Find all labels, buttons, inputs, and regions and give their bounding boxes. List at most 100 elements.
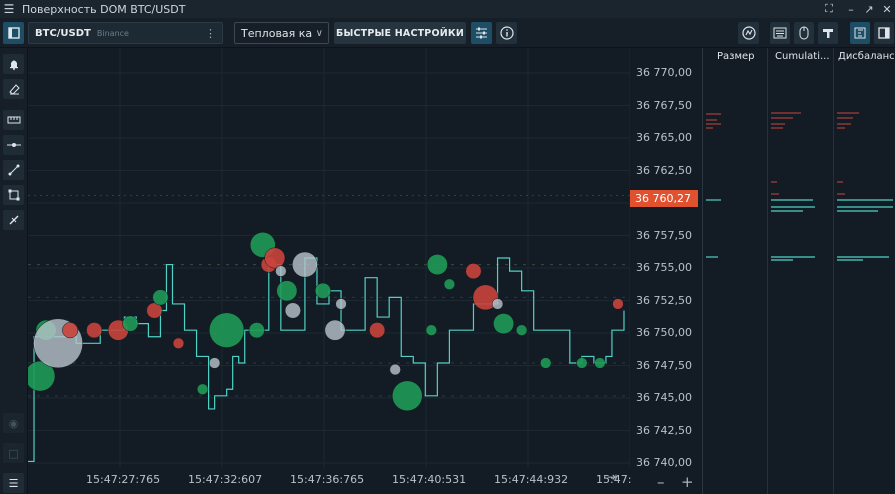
column-header-imbalance[interactable]: Дисбаланс bbox=[838, 51, 895, 62]
list-icon[interactable]: ☰ bbox=[3, 473, 24, 493]
price-tick-label: 36 767,50 bbox=[636, 98, 692, 112]
price-tick-label: 36 745,00 bbox=[636, 391, 692, 404]
trade-bubble bbox=[576, 357, 588, 369]
popout-icon[interactable]: ↗ bbox=[864, 2, 874, 16]
trade-bubble bbox=[62, 322, 79, 339]
price-axis[interactable]: 36 770,00 36 767,50 36 765,00 36 762,50 36 7… bbox=[630, 48, 700, 494]
hamburger-icon[interactable]: ☰ bbox=[3, 2, 15, 16]
trade-bubble bbox=[209, 312, 245, 348]
trade-bubble bbox=[540, 357, 552, 369]
trade-bubble bbox=[612, 298, 624, 310]
side-panel-icon[interactable] bbox=[874, 22, 894, 44]
window-title: Поверхность DOM BTC/USDT bbox=[22, 2, 186, 16]
trade-bubble bbox=[314, 282, 332, 299]
column-header-cumulative[interactable]: Cumulati... bbox=[775, 51, 830, 62]
time-tick-label: 15:47:36:765 bbox=[290, 473, 365, 486]
zoom-out-icon[interactable]: – bbox=[657, 473, 665, 491]
eye-icon[interactable]: ◉ bbox=[3, 413, 24, 433]
filter-settings-icon[interactable] bbox=[471, 22, 492, 44]
exchange-name: Binance bbox=[96, 28, 129, 38]
trade-bubble bbox=[248, 322, 265, 339]
close-icon[interactable]: ✕ bbox=[882, 2, 892, 16]
horizontal-line-icon[interactable] bbox=[3, 135, 24, 155]
trade-bubble bbox=[275, 265, 287, 277]
chart-canvas[interactable] bbox=[24, 48, 631, 468]
title-bar: ☰ Поверхность DOM BTC/USDT ⛶ – ↗ ✕ bbox=[0, 0, 895, 18]
trade-bubble bbox=[276, 280, 298, 302]
trade-bubble bbox=[152, 289, 169, 306]
symbol-name: BTC/USDT bbox=[35, 27, 91, 39]
alert-bell-icon[interactable] bbox=[3, 54, 24, 74]
drawing-tools-sidebar: ◉ □ ☰ bbox=[0, 48, 28, 494]
view-mode-label: Тепловая ка bbox=[241, 26, 313, 40]
time-tick-label: 15:47: bbox=[596, 473, 632, 486]
column-divider[interactable] bbox=[833, 48, 834, 494]
trend-line-icon[interactable] bbox=[3, 160, 24, 180]
price-tick-label: 36 742,50 bbox=[636, 423, 692, 437]
trade-bubble bbox=[443, 278, 456, 290]
minimize-icon[interactable]: – bbox=[848, 2, 854, 16]
trade-bubble bbox=[491, 298, 504, 310]
column-header-size[interactable]: Размер bbox=[717, 51, 755, 62]
price-tick-label: 36 770,00 bbox=[636, 66, 692, 79]
scroll-to-end-icon[interactable]: ⇥ bbox=[607, 470, 618, 484]
price-tick-label: 36 757,50 bbox=[636, 228, 692, 242]
time-tick-label: 15:47:27:765 bbox=[86, 473, 161, 486]
trade-bubble bbox=[172, 337, 185, 349]
expand-icon[interactable]: ⛶ bbox=[825, 2, 833, 15]
trade-bubble bbox=[392, 380, 423, 412]
current-price-tag: 36 760,27 bbox=[630, 190, 698, 207]
symbol-selector[interactable]: BTC/USDT Binance ⋮ bbox=[28, 22, 223, 44]
trade-bubble bbox=[425, 324, 437, 336]
time-tick-label: 15:47:40:531 bbox=[392, 473, 467, 486]
eraser-icon[interactable] bbox=[3, 79, 24, 99]
trade-bubble bbox=[264, 247, 286, 269]
heatmap-chart[interactable] bbox=[24, 48, 631, 468]
more-options-icon[interactable]: ⋮ bbox=[205, 26, 216, 40]
trade-bubble bbox=[389, 363, 401, 376]
price-tick-label: 36 740,00 bbox=[636, 456, 692, 469]
dom-panel: Размер Cumulati... Дисбаланс bbox=[702, 48, 895, 494]
price-tick-label: 36 752,50 bbox=[636, 293, 692, 307]
keyboard-icon[interactable] bbox=[770, 22, 790, 44]
trade-bubble bbox=[292, 251, 318, 278]
trade-bubble bbox=[284, 302, 301, 319]
price-tick-label: 36 755,00 bbox=[636, 261, 692, 274]
price-tick-label: 36 765,00 bbox=[636, 131, 692, 144]
column-divider[interactable] bbox=[767, 48, 768, 494]
trade-bubble bbox=[472, 284, 499, 311]
price-tick-label: 36 762,50 bbox=[636, 163, 692, 177]
ruler-icon[interactable] bbox=[3, 110, 24, 130]
panel-toggle-icon[interactable] bbox=[3, 22, 24, 44]
mouse-icon[interactable] bbox=[794, 22, 814, 44]
trade-bubble bbox=[324, 319, 346, 341]
trade-bubble bbox=[86, 322, 103, 339]
dom-bars bbox=[706, 112, 893, 261]
trade-bubble bbox=[196, 383, 209, 395]
quick-settings-button[interactable]: БЫСТРЫЕ НАСТРОЙКИ bbox=[334, 22, 466, 44]
trade-bubble bbox=[208, 357, 221, 369]
toolbar: BTC/USDT Binance ⋮ Тепловая ка ∨ БЫСТРЫЕ… bbox=[0, 18, 895, 48]
view-mode-dropdown[interactable]: Тепловая ка ∨ bbox=[234, 22, 329, 44]
trade-bubble bbox=[515, 324, 528, 336]
zoom-in-icon[interactable]: + bbox=[681, 473, 694, 491]
trade-bubble bbox=[335, 298, 347, 310]
trade-bubble bbox=[426, 254, 448, 276]
rectangle-icon[interactable] bbox=[3, 185, 24, 205]
text-icon[interactable] bbox=[818, 22, 838, 44]
info-icon[interactable] bbox=[496, 22, 517, 44]
trade-bubble bbox=[594, 357, 606, 369]
dom-layout-icon[interactable] bbox=[850, 22, 870, 44]
trade-mode-icon[interactable] bbox=[738, 22, 759, 44]
time-axis[interactable]: 15:47:27:765 15:47:32:607 15:47:36:765 15:4… bbox=[28, 468, 632, 494]
trade-bubble bbox=[369, 322, 386, 339]
price-tick-label: 36 750,00 bbox=[636, 326, 692, 339]
trade-bubble bbox=[465, 263, 482, 280]
trash-icon[interactable]: □ bbox=[3, 443, 24, 463]
trade-bubble bbox=[493, 313, 515, 335]
trade-bubble bbox=[122, 315, 139, 332]
time-tick-label: 15:47:32:607 bbox=[188, 473, 263, 486]
chevron-down-icon: ∨ bbox=[315, 27, 323, 39]
magic-wand-icon[interactable] bbox=[3, 210, 24, 230]
time-tick-label: 15:47:44:932 bbox=[494, 473, 569, 486]
